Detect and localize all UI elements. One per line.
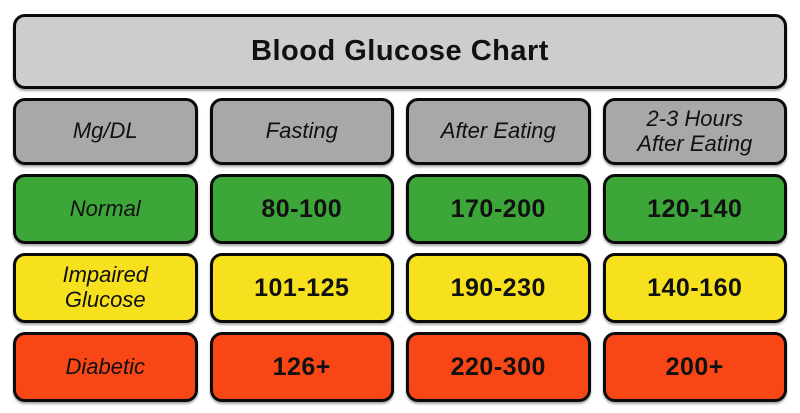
value-text: 200+ bbox=[665, 353, 724, 381]
value-impaired-fasting: 101-125 bbox=[209, 253, 394, 323]
column-header-label: After Eating bbox=[440, 118, 556, 144]
column-header-label: Mg/DL bbox=[72, 118, 138, 144]
value-text: 190-230 bbox=[450, 274, 546, 302]
value-diabetic-after-eating: 220-300 bbox=[406, 332, 591, 402]
page-title: Blood Glucose Chart bbox=[251, 35, 549, 67]
glucose-table: Mg/DL Fasting After Eating 2-3 Hours Aft… bbox=[13, 98, 787, 402]
row-label: Impaired Glucose bbox=[62, 262, 149, 312]
value-text: 140-160 bbox=[647, 274, 743, 302]
value-text: 80-100 bbox=[261, 195, 343, 223]
value-diabetic-fasting: 126+ bbox=[209, 332, 394, 402]
value-text: 220-300 bbox=[450, 353, 546, 381]
value-normal-after-eating: 170-200 bbox=[406, 174, 591, 244]
row-label: Normal bbox=[69, 195, 141, 221]
value-impaired-2-3-hours: 140-160 bbox=[602, 253, 787, 323]
chart-title-bar: Blood Glucose Chart bbox=[13, 14, 787, 89]
value-text: 170-200 bbox=[450, 195, 546, 223]
value-text: 101-125 bbox=[254, 274, 350, 302]
column-header-after-eating: After Eating bbox=[406, 98, 591, 165]
row-label-diabetic: Diabetic bbox=[13, 332, 198, 402]
value-impaired-after-eating: 190-230 bbox=[406, 253, 591, 323]
column-header-label: Fasting bbox=[265, 118, 338, 144]
row-label: Diabetic bbox=[65, 353, 145, 379]
value-diabetic-2-3-hours: 200+ bbox=[602, 332, 787, 402]
row-label-impaired-glucose: Impaired Glucose bbox=[13, 253, 198, 323]
column-header-fasting: Fasting bbox=[209, 98, 394, 165]
value-text: 126+ bbox=[272, 353, 331, 381]
column-header-label: 2-3 Hours After Eating bbox=[637, 105, 753, 156]
column-header-mgdl: Mg/DL bbox=[13, 98, 198, 165]
value-text: 120-140 bbox=[647, 195, 743, 223]
row-label-normal: Normal bbox=[13, 174, 198, 244]
value-normal-fasting: 80-100 bbox=[209, 174, 394, 244]
value-normal-2-3-hours: 120-140 bbox=[602, 174, 787, 244]
column-header-2-3-hours-after-eating: 2-3 Hours After Eating bbox=[602, 98, 787, 165]
